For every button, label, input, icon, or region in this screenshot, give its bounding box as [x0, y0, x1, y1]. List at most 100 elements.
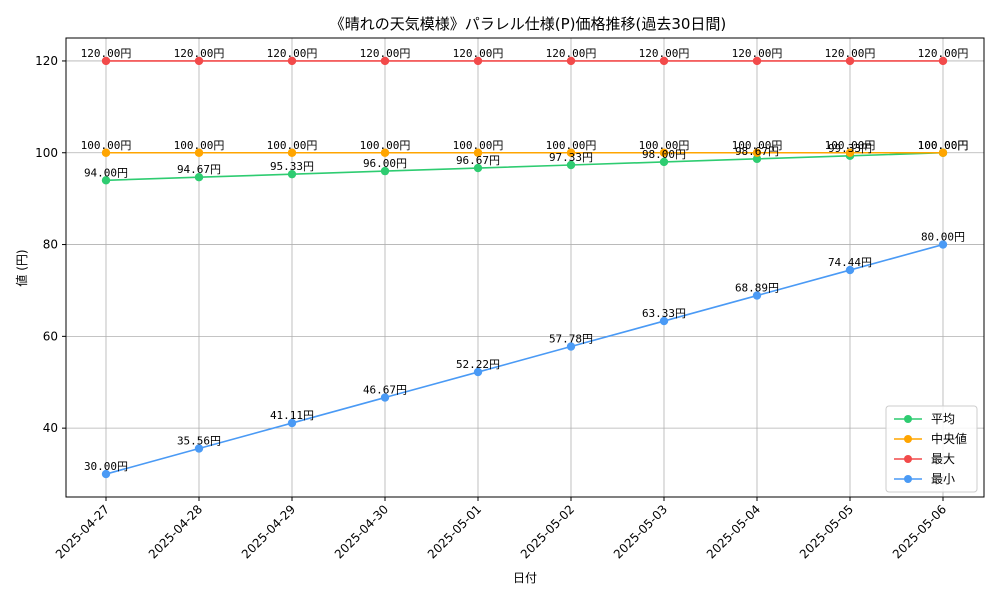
data-point-2-3	[380, 56, 390, 66]
data-point-1-1	[194, 148, 204, 157]
data-point-2-8	[845, 56, 855, 66]
data-label: 120.00円	[639, 47, 690, 60]
x-tick-label: 2025-04-28	[146, 502, 205, 561]
data-label: 100.00円	[453, 139, 504, 152]
data-point-2-0	[101, 56, 111, 66]
data-point-3-1	[194, 444, 204, 453]
data-label: 80.00円	[921, 231, 965, 244]
x-tick-label: 2025-05-06	[890, 502, 949, 561]
data-point-0-3	[380, 166, 390, 176]
data-point-1-2	[287, 148, 297, 157]
data-label: 120.00円	[546, 47, 597, 60]
data-labels: 94.00円 94.67円 95.33円 96.00円 96.67円 97.33円 98.0…	[81, 47, 969, 473]
data-point-3-8	[845, 265, 855, 275]
data-label: 98.00円	[642, 148, 686, 161]
x-tick-label: 2025-04-27	[53, 502, 112, 561]
data-point-2-5	[566, 56, 576, 66]
data-point-3-7	[752, 291, 762, 300]
data-label: 120.00円	[81, 47, 132, 60]
plot-area	[65, 37, 985, 498]
data-label: 100.00円	[360, 139, 411, 152]
data-point-2-1	[194, 56, 204, 66]
data-label: 100.00円	[81, 139, 132, 152]
y-tick-label: 40	[43, 421, 58, 435]
y-axis: 40 60 80 100 120	[35, 54, 66, 435]
legend-marker	[904, 455, 912, 463]
data-label: 68.89円	[735, 282, 779, 295]
data-label: 120.00円	[267, 47, 318, 60]
data-label: 99.33円	[828, 142, 872, 155]
data-label: 100.00円	[546, 139, 597, 152]
data-label: 100.00円	[732, 139, 783, 152]
data-label: 100.00円	[267, 139, 318, 152]
data-label: 30.00円	[84, 460, 128, 473]
legend-entry: 最大	[931, 452, 955, 466]
data-label: 100.00円	[174, 139, 225, 152]
data-label: 98.67円	[735, 145, 779, 158]
data-point-3-4	[473, 367, 483, 377]
data-point-3-6	[659, 316, 669, 326]
data-point-0-2	[287, 169, 297, 179]
data-point-0-0	[101, 176, 111, 185]
chart-title: 《晴れの天気模様》パラレル仕様(P)価格推移(過去30日間)	[330, 15, 727, 33]
y-tick-label: 120	[35, 54, 58, 68]
data-point-0-6	[659, 157, 669, 167]
data-label: 100.00円	[639, 139, 690, 152]
x-tick-label: 2025-05-03	[611, 502, 670, 561]
series-line-0	[105, 151, 944, 182]
data-point-2-4	[473, 56, 483, 66]
x-tick-label: 2025-05-01	[425, 502, 484, 561]
data-label: 52.22円	[456, 358, 500, 371]
data-label: 120.00円	[918, 47, 969, 60]
legend-marker	[904, 475, 912, 483]
x-tick-label: 2025-04-29	[239, 502, 298, 561]
data-label: 120.00円	[453, 47, 504, 60]
data-point-1-8	[845, 148, 855, 157]
data-point-3-5	[566, 342, 576, 351]
legend-marker	[904, 435, 912, 443]
data-point-3-9	[938, 240, 948, 249]
y-tick-label: 60	[43, 329, 58, 343]
y-tick-label: 80	[43, 238, 58, 252]
data-point-2-7	[752, 56, 762, 66]
x-tick-label: 2025-05-04	[704, 502, 763, 561]
data-label: 97.33円	[549, 151, 593, 164]
legend-entry: 中央値	[931, 431, 967, 446]
data-point-0-4	[473, 163, 483, 173]
data-label: 94.67円	[177, 163, 221, 176]
data-label: 94.00円	[84, 166, 128, 179]
data-label: 120.00円	[360, 47, 411, 60]
data-label: 46.67円	[363, 384, 407, 397]
data-point-3-3	[380, 393, 390, 402]
data-point-3-0	[101, 469, 111, 479]
data-label: 95.33円	[270, 160, 314, 173]
data-point-1-0	[101, 148, 111, 157]
data-label: 35.56円	[177, 435, 221, 448]
data-label: 63.33円	[642, 307, 686, 320]
data-label: 100.00円	[825, 139, 876, 152]
data-label: 100.00円	[918, 139, 969, 152]
data-point-2-2	[287, 56, 297, 66]
data-point-3-2	[287, 418, 297, 428]
data-point-1-4	[473, 148, 483, 157]
x-axis: 2025-04-27 2025-04-28 2025-04-29 2025-04-30…	[53, 497, 949, 561]
data-point-1-3	[380, 148, 390, 157]
data-point-1-6	[659, 148, 669, 157]
series-group	[101, 56, 948, 479]
series-line-3	[105, 243, 944, 475]
y-axis-label: 値 (円)	[14, 249, 29, 286]
data-label: 96.67円	[456, 154, 500, 167]
data-point-0-1	[194, 173, 204, 182]
data-label: 120.00円	[732, 47, 783, 60]
data-label: 96.00円	[363, 157, 407, 170]
data-point-0-7	[752, 154, 762, 164]
legend-entry: 平均	[931, 412, 955, 426]
data-label: 74.44円	[828, 256, 872, 269]
legend-entry: 最小	[931, 472, 955, 486]
x-axis-label: 日付	[513, 571, 537, 585]
data-label: 120.00円	[825, 47, 876, 60]
data-point-2-9	[938, 56, 948, 66]
y-tick-label: 100	[35, 146, 58, 160]
